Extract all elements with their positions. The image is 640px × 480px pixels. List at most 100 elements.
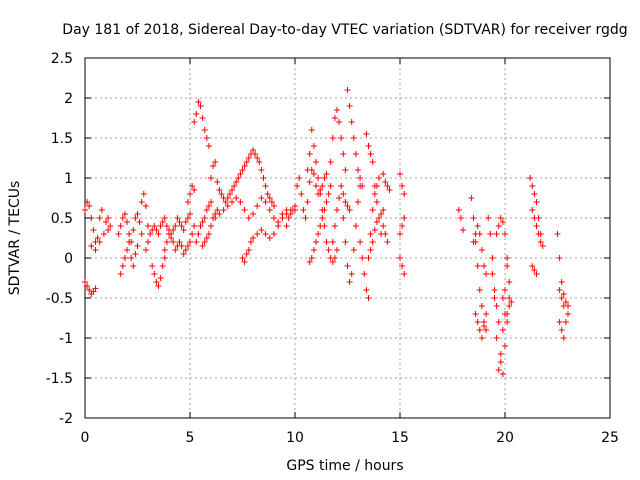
data-point xyxy=(145,223,151,229)
data-point xyxy=(90,288,97,295)
data-point xyxy=(478,303,485,309)
data-point xyxy=(218,191,225,197)
data-point xyxy=(371,191,378,197)
x-axis-label: GPS time / hours xyxy=(286,458,403,474)
data-point xyxy=(231,183,238,189)
data-point xyxy=(216,211,223,217)
data-point xyxy=(138,199,145,205)
data-point xyxy=(243,251,250,257)
data-point xyxy=(399,183,406,189)
data-point xyxy=(323,199,330,205)
data-point xyxy=(474,223,481,229)
data-point xyxy=(367,247,374,253)
data-point xyxy=(159,219,166,225)
data-point xyxy=(233,195,240,201)
data-point xyxy=(178,243,185,249)
data-point xyxy=(401,215,408,221)
data-point xyxy=(283,223,290,229)
data-point xyxy=(376,215,382,221)
data-point xyxy=(338,183,345,189)
data-point xyxy=(172,223,179,229)
data-point xyxy=(329,135,336,141)
data-point xyxy=(533,271,540,277)
data-point xyxy=(264,191,271,197)
data-point xyxy=(203,235,210,241)
data-point xyxy=(493,335,500,341)
data-point xyxy=(323,171,330,177)
data-point xyxy=(344,87,351,93)
data-point xyxy=(121,255,128,261)
data-point xyxy=(163,223,170,229)
data-point xyxy=(119,263,126,269)
data-point xyxy=(373,219,380,225)
data-point xyxy=(170,239,177,245)
data-point xyxy=(184,243,191,249)
data-point xyxy=(331,255,338,261)
data-point xyxy=(348,271,355,277)
data-point xyxy=(348,119,355,125)
data-point xyxy=(499,327,506,333)
data-point xyxy=(187,239,193,245)
data-point xyxy=(302,215,309,221)
data-point xyxy=(140,191,147,197)
data-point xyxy=(380,207,387,213)
data-point xyxy=(554,231,561,237)
data-point xyxy=(565,303,571,309)
data-point xyxy=(533,199,540,205)
data-point xyxy=(201,239,208,245)
data-point xyxy=(180,227,187,233)
data-point xyxy=(233,179,240,185)
data-point xyxy=(529,263,536,269)
data-point xyxy=(224,195,231,201)
data-point xyxy=(184,215,191,221)
data-point xyxy=(319,183,326,189)
data-point xyxy=(134,243,141,249)
data-point xyxy=(187,211,193,217)
data-point xyxy=(489,271,496,277)
data-point xyxy=(182,247,189,253)
data-point xyxy=(195,231,202,237)
data-point xyxy=(529,183,536,189)
data-point xyxy=(161,247,168,253)
data-point xyxy=(483,327,490,333)
data-point xyxy=(474,319,481,325)
data-point xyxy=(369,159,376,165)
data-point xyxy=(229,187,235,193)
data-point xyxy=(117,271,124,277)
data-point xyxy=(317,223,324,229)
data-point xyxy=(478,335,485,341)
data-point xyxy=(208,175,214,181)
data-point xyxy=(151,271,158,277)
data-point xyxy=(369,239,376,245)
y-tick-label: 1.5 xyxy=(51,131,73,147)
data-point xyxy=(208,199,214,205)
data-point xyxy=(371,227,378,233)
data-point xyxy=(271,215,277,221)
x-axis: 0 5 10 15 20 25 xyxy=(81,58,619,446)
data-point xyxy=(321,207,328,213)
data-point xyxy=(216,187,223,193)
data-point xyxy=(355,199,361,205)
data-point xyxy=(266,207,273,213)
data-point xyxy=(237,171,244,177)
data-point xyxy=(241,207,248,213)
data-point xyxy=(565,311,571,317)
data-point xyxy=(502,287,508,293)
data-point xyxy=(470,239,477,245)
data-point xyxy=(342,239,349,245)
data-point xyxy=(266,235,273,241)
data-point xyxy=(275,223,282,229)
data-point xyxy=(260,175,267,181)
data-point xyxy=(191,187,198,193)
data-point xyxy=(457,215,464,221)
data-point xyxy=(331,115,338,121)
data-point xyxy=(304,167,311,173)
data-point xyxy=(325,191,332,197)
y-tick-label: -1.5 xyxy=(46,371,73,387)
chart-title: Day 181 of 2018, Sidereal Day-to-day VTE… xyxy=(62,22,627,38)
data-point xyxy=(243,159,250,165)
data-point xyxy=(306,151,313,157)
y-axis-label: SDTVAR / TECUs xyxy=(7,181,23,296)
data-point xyxy=(187,191,193,197)
data-point xyxy=(210,163,217,169)
